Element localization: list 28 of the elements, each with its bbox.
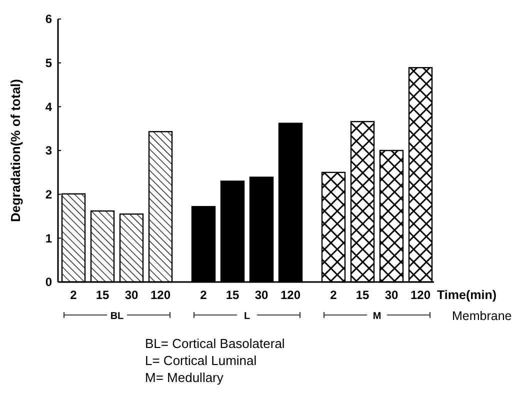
x-tick-label: 15 <box>96 288 110 302</box>
y-tick-label: 3 <box>45 144 52 158</box>
y-tick-label: 1 <box>45 231 52 246</box>
y-tick-label: 0 <box>45 275 52 290</box>
y-tick-label: 2 <box>45 188 52 202</box>
x-tick-label: 2 <box>200 288 208 302</box>
y-tick-label: 4 <box>45 100 52 114</box>
x-tick-label: 30 <box>124 288 138 302</box>
text: BL= Cortical Basolateral <box>145 336 285 351</box>
y-axis-title: Degradation(% of total) <box>8 79 23 222</box>
x-tick-label: 2 <box>330 288 338 302</box>
text: Membrane <box>452 309 512 323</box>
y-tick-label: 5 <box>45 56 52 70</box>
x-tick-label: 120 <box>280 288 301 302</box>
x-axis-title: Time(min) <box>437 288 496 302</box>
text: M <box>372 311 382 322</box>
y-tick-label: 6 <box>45 12 52 26</box>
x-tick-label: 120 <box>410 288 431 302</box>
x-tick-label: 2 <box>70 288 78 302</box>
text: M= Medullary <box>145 370 224 385</box>
text: L <box>244 311 250 322</box>
x-tick-label: 30 <box>254 288 268 302</box>
x-tick-label: 30 <box>384 288 398 302</box>
text: BL <box>110 311 124 322</box>
x-tick-label: 15 <box>356 288 370 302</box>
text: L= Cortical Luminal <box>145 353 257 368</box>
x-tick-label: 15 <box>226 288 240 302</box>
x-tick-label: 120 <box>150 288 171 302</box>
